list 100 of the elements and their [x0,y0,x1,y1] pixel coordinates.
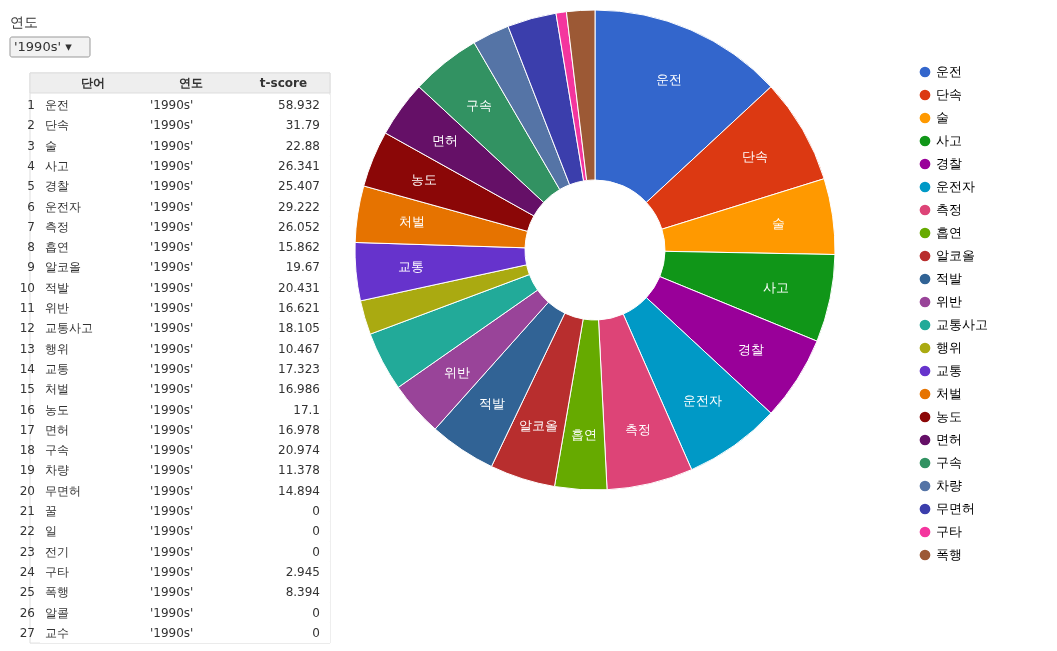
text: '1990s' [150,321,194,336]
text: '1990s' [150,98,194,112]
text: 15.862 [278,240,320,255]
text: '1990s' [150,341,194,356]
y-tick-label: 18 [19,443,35,458]
text: 사고 [45,158,69,173]
text: '1990s' [150,158,194,173]
text: 17.323 [278,361,320,376]
text: '1990s' [150,585,194,600]
slice-label: 경찰 [737,341,764,357]
y-tick-label: 10 [19,280,35,295]
slice-label: 면허 [432,133,459,149]
text: '1990s' [150,524,194,539]
text: 26.052 [278,219,320,234]
slice-label: 운전 [656,72,683,88]
slice-label: 측정 [624,422,651,438]
text: 0 [312,524,320,539]
text: 16.621 [278,301,320,315]
text: 경찰 [45,179,69,194]
legend-label: 교통 [936,363,962,378]
y-tick-label: 17 [19,422,35,437]
text: 16.978 [278,422,320,437]
text: 26.341 [278,158,320,173]
y-tick-label: 14 [19,361,35,376]
chart-title: 연도 [10,14,38,30]
text: '1990s' [150,199,194,214]
text: '1990s' [150,443,194,458]
slice-label: 위반 [443,364,470,380]
slice-label: 흡연 [570,426,597,442]
text: 면허 [45,422,69,437]
text: '1990s' [150,544,194,559]
text: 2.945 [285,564,320,579]
slice-label: 술 [771,215,785,231]
legend-label: 운전 [936,64,962,79]
y-tick-label: 9 [27,260,35,275]
y-tick-label: 16 [19,402,35,417]
legend-label: 구타 [936,524,962,539]
text: '1990s' [150,422,194,437]
text: 운전 [45,98,69,112]
y-tick-label: 7 [27,219,35,234]
text: 14.894 [278,483,320,498]
text: '1990s' [150,504,194,518]
legend-label: 위반 [936,294,962,309]
text: 0 [312,605,320,620]
slice-label: 알코올 [519,418,559,434]
y-tick-label: 26 [19,605,35,620]
text: '1990s' [150,483,194,498]
y-tick-label: 11 [19,301,35,315]
y-tick-label: 3 [27,138,35,153]
chart-subtitle: '1990s' ▾ [14,39,73,54]
text: 농도 [45,402,69,417]
legend-label: 알코올 [936,248,975,263]
text: 29.222 [278,199,320,214]
text: 측정 [45,219,69,234]
y-tick-label: 8 [27,240,35,255]
text: 운전자 [45,199,81,214]
text: 알코올 [45,260,81,275]
text: 20.431 [278,280,320,295]
text: 0 [312,504,320,518]
text: 0 [312,625,320,640]
legend-label: 사고 [936,133,962,148]
y-tick-label: 15 [19,382,35,397]
text: 25.407 [278,179,320,194]
text: '1990s' [150,240,194,255]
text: 19.67 [285,260,320,275]
text: 차량 [45,463,69,478]
text: '1990s' [150,402,194,417]
y-tick-label: 1 [27,98,35,112]
y-tick-label: 20 [19,483,35,498]
text: 8.394 [285,585,320,600]
legend-label: 면허 [936,432,962,447]
y-tick-label: 13 [19,341,35,356]
text: '1990s' [150,463,194,478]
y-tick-label: 6 [27,199,35,214]
y-tick-label: 25 [19,585,35,600]
legend-label: 구속 [936,455,962,470]
text: '1990s' [150,219,194,234]
legend-label: 처벌 [936,386,962,401]
text: 구타 [45,564,69,579]
text: '1990s' [150,301,194,315]
legend-label: 적발 [936,271,962,286]
text: 행위 [45,341,69,356]
slice-label: 적발 [479,395,506,411]
y-tick-label: 23 [19,544,35,559]
legend-label: 폭행 [936,547,962,562]
text: 꿀 [45,504,57,518]
text: 11.378 [278,463,320,478]
legend-label: 경찰 [936,156,962,171]
text: 폭행 [45,585,69,600]
slice-label: 구속 [466,97,493,113]
text: 교통사고 [45,321,93,336]
legend-label: 운전자 [936,179,975,194]
legend-label: 무면허 [936,501,975,516]
text: '1990s' [150,138,194,153]
text: 전기 [45,544,69,559]
legend-label: 농도 [936,409,962,424]
text: '1990s' [150,382,194,397]
text: 17.1 [293,402,320,417]
x-tick-label: 단어 [80,76,105,90]
legend-label: 측정 [936,202,962,217]
